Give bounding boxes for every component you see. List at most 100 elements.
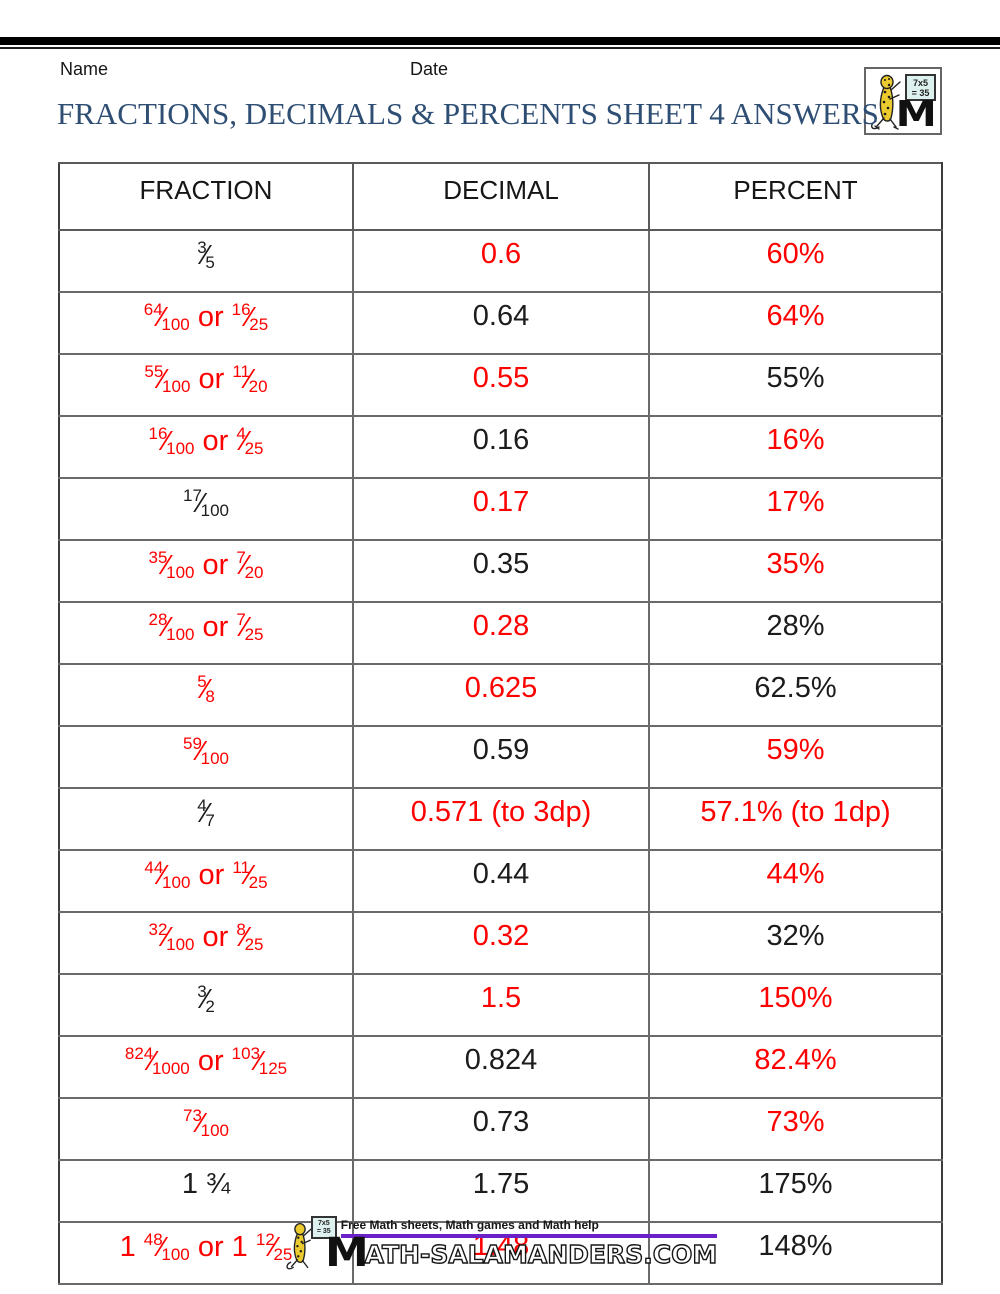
stacked-fraction: 35⁄100 <box>148 548 195 582</box>
table-row: 64⁄100 or 16⁄25 0.64 64% <box>58 291 943 355</box>
fraction-cell: 824⁄1000 or 103⁄125 <box>58 1035 354 1099</box>
fraction-cell: 35⁄100 or 7⁄20 <box>58 539 354 603</box>
fraction-cell: 17⁄100 <box>58 477 354 541</box>
fraction-cell: 44⁄100 or 11⁄25 <box>58 849 354 913</box>
percent-cell: 148% <box>648 1221 943 1285</box>
fraction-cell: 16⁄100 or 4⁄25 <box>58 415 354 479</box>
stacked-fraction: 12⁄25 <box>255 1230 293 1264</box>
name-label: Name <box>60 59 109 79</box>
percent-cell: 28% <box>648 601 943 665</box>
percent-cell: 64% <box>648 291 943 355</box>
table-row: 35⁄100 or 7⁄20 0.35 35% <box>58 539 943 603</box>
brand-text: ATH-SALAMANDERS.COM <box>364 1239 718 1269</box>
stacked-fraction: 8⁄25 <box>236 920 264 954</box>
monogram-m: M <box>895 94 937 135</box>
whiteboard-icon: 7x5 = 35 <box>905 74 936 101</box>
math-salamanders-logo: 7x5 = 35 M <box>864 67 942 135</box>
stacked-fraction: 59⁄100 <box>183 734 229 768</box>
stacked-fraction: 28⁄100 <box>148 610 195 644</box>
fraction-cell: 73⁄100 <box>58 1097 354 1161</box>
decimal-cell: 0.16 <box>352 415 650 479</box>
stacked-fraction: 11⁄25 <box>232 858 268 892</box>
decimal-cell: 1.5 <box>352 973 650 1037</box>
percent-cell: 35% <box>648 539 943 603</box>
stacked-fraction: 3⁄2 <box>197 982 215 1016</box>
stacked-fraction: 17⁄100 <box>183 486 229 520</box>
fraction-cell: 4⁄7 <box>58 787 354 851</box>
stacked-fraction: 11⁄20 <box>232 362 268 396</box>
percent-cell: 44% <box>648 849 943 913</box>
stacked-fraction: 32⁄100 <box>148 920 195 954</box>
decimal-cell: 1.75 <box>352 1159 650 1223</box>
stacked-fraction: 824⁄1000 <box>124 1044 190 1078</box>
percent-cell: 175% <box>648 1159 943 1223</box>
stacked-fraction: 103⁄125 <box>231 1044 288 1078</box>
table-row: 17⁄100 0.17 17% <box>58 477 943 541</box>
decimal-cell: 0.28 <box>352 601 650 665</box>
decimal-cell: 0.571 (to 3dp) <box>352 787 650 851</box>
stacked-fraction: 7⁄20 <box>236 548 264 582</box>
decimal-cell: 0.17 <box>352 477 650 541</box>
percent-cell: 82.4% <box>648 1035 943 1099</box>
footer: 7x5 = 35 Free Math sheets, Math games an… <box>0 1214 1000 1274</box>
percent-cell: 150% <box>648 973 943 1037</box>
salamander-icon <box>286 1222 312 1270</box>
fraction-cell: 1 ¾ <box>58 1159 354 1223</box>
table-header-row: FRACTION DECIMAL PERCENT <box>58 162 943 231</box>
fraction-cell: 3⁄2 <box>58 973 354 1037</box>
decimal-cell: 0.64 <box>352 291 650 355</box>
table-row: 59⁄100 0.59 59% <box>58 725 943 789</box>
percent-cell: 59% <box>648 725 943 789</box>
date-label: Date <box>410 59 449 79</box>
table-row: 824⁄1000 or 103⁄125 0.824 82.4% <box>58 1035 943 1099</box>
stacked-fraction: 4⁄25 <box>236 424 264 458</box>
footer-logo: 7x5 = 35 <box>283 1214 339 1274</box>
decimal-cell: 0.6 <box>352 229 650 293</box>
decimal-cell: 0.55 <box>352 353 650 417</box>
answers-table: FRACTION DECIMAL PERCENT 3⁄5 0.6 60% 64⁄100… <box>58 162 943 1285</box>
table-row: 16⁄100 or 4⁄25 0.16 16% <box>58 415 943 479</box>
table-row: 3⁄5 0.6 60% <box>58 229 943 293</box>
stacked-fraction: 16⁄100 <box>148 424 195 458</box>
table-row: 3⁄2 1.5 150% <box>58 973 943 1037</box>
brand-monogram-m: M <box>324 1230 369 1276</box>
stacked-fraction: 7⁄25 <box>236 610 264 644</box>
purple-divider <box>340 1234 718 1238</box>
salamander-icon <box>871 74 901 130</box>
fraction-cell: 55⁄100 or 11⁄20 <box>58 353 354 417</box>
stacked-fraction: 44⁄100 <box>144 858 191 892</box>
column-header-percent: PERCENT <box>648 162 943 231</box>
table-row: 28⁄100 or 7⁄25 0.28 28% <box>58 601 943 665</box>
fraction-cell: 3⁄5 <box>58 229 354 293</box>
decimal-cell: 0.32 <box>352 911 650 975</box>
fraction-cell: 5⁄8 <box>58 663 354 727</box>
column-header-decimal: DECIMAL <box>352 162 650 231</box>
stacked-fraction: 73⁄100 <box>183 1106 229 1140</box>
percent-cell: 60% <box>648 229 943 293</box>
fraction-cell: 64⁄100 or 16⁄25 <box>58 291 354 355</box>
percent-cell: 16% <box>648 415 943 479</box>
decimal-cell: 0.35 <box>352 539 650 603</box>
percent-cell: 57.1% (to 1dp) <box>648 787 943 851</box>
stacked-fraction: 5⁄8 <box>197 672 215 706</box>
table-row: 73⁄100 0.73 73% <box>58 1097 943 1161</box>
table-row: 55⁄100 or 11⁄20 0.55 55% <box>58 353 943 417</box>
whiteboard-icon: 7x5 = 35 <box>310 1216 337 1239</box>
decimal-cell: 0.824 <box>352 1035 650 1099</box>
stacked-fraction: 48⁄100 <box>143 1230 190 1264</box>
footer-tagline: Free Math sheets, Math games and Math he… <box>340 1218 599 1232</box>
stacked-fraction: 64⁄100 <box>143 300 190 334</box>
table-row: 5⁄8 0.625 62.5% <box>58 663 943 727</box>
table-row: 4⁄7 0.571 (to 3dp) 57.1% (to 1dp) <box>58 787 943 851</box>
stacked-fraction: 4⁄7 <box>197 796 215 830</box>
percent-cell: 32% <box>648 911 943 975</box>
page-title: FRACTIONS, DECIMALS & PERCENTS SHEET 4 A… <box>57 96 879 131</box>
table-row: 1 ¾ 1.75 175% <box>58 1159 943 1223</box>
table-row: 32⁄100 or 8⁄25 0.32 32% <box>58 911 943 975</box>
decimal-cell: 0.44 <box>352 849 650 913</box>
fraction-cell: 59⁄100 <box>58 725 354 789</box>
decimal-cell: 0.625 <box>352 663 650 727</box>
stacked-fraction: 55⁄100 <box>144 362 191 396</box>
fraction-cell: 32⁄100 or 8⁄25 <box>58 911 354 975</box>
stacked-fraction: 3⁄5 <box>197 238 215 272</box>
